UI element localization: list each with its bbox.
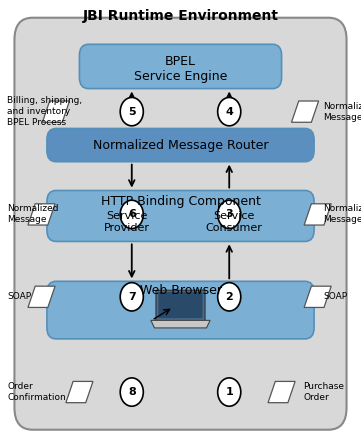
Text: 6: 6 xyxy=(128,210,136,219)
Polygon shape xyxy=(292,101,318,122)
Text: 7: 7 xyxy=(128,292,136,302)
FancyBboxPatch shape xyxy=(47,190,314,241)
Text: JBI Runtime Environment: JBI Runtime Environment xyxy=(83,8,278,23)
Text: Purchase
Order: Purchase Order xyxy=(303,382,344,402)
Text: SOAP: SOAP xyxy=(323,292,347,301)
Text: HTTP Binding Component: HTTP Binding Component xyxy=(101,195,260,208)
Polygon shape xyxy=(28,204,55,225)
Polygon shape xyxy=(268,381,295,403)
Text: Service Engine: Service Engine xyxy=(134,70,227,83)
Text: Billing, shipping,
and inventory
BPEL Process: Billing, shipping, and inventory BPEL Pr… xyxy=(7,96,82,127)
Circle shape xyxy=(218,283,241,311)
FancyBboxPatch shape xyxy=(47,128,314,162)
Text: 4: 4 xyxy=(225,107,233,117)
Text: Service
Consumer: Service Consumer xyxy=(205,211,262,233)
Polygon shape xyxy=(66,381,93,403)
Polygon shape xyxy=(151,320,210,328)
Circle shape xyxy=(120,283,143,311)
Circle shape xyxy=(218,378,241,406)
Text: SOAP: SOAP xyxy=(7,292,31,301)
FancyBboxPatch shape xyxy=(156,290,205,322)
FancyBboxPatch shape xyxy=(14,18,347,430)
FancyBboxPatch shape xyxy=(79,44,282,89)
Text: 5: 5 xyxy=(128,107,136,117)
Text: 3: 3 xyxy=(225,210,233,219)
FancyBboxPatch shape xyxy=(158,292,203,318)
Polygon shape xyxy=(304,286,331,307)
FancyBboxPatch shape xyxy=(47,281,314,339)
Text: Normalized
Message: Normalized Message xyxy=(323,101,361,122)
Text: 2: 2 xyxy=(225,292,233,302)
Text: Order
Confirmation: Order Confirmation xyxy=(7,382,66,402)
Circle shape xyxy=(120,378,143,406)
Text: BPEL: BPEL xyxy=(165,54,196,68)
Text: Normalized
Message: Normalized Message xyxy=(323,204,361,225)
Circle shape xyxy=(120,97,143,126)
Text: Service
Provider: Service Provider xyxy=(104,211,150,233)
Polygon shape xyxy=(304,204,331,225)
Text: 1: 1 xyxy=(225,387,233,397)
Circle shape xyxy=(218,200,241,229)
Circle shape xyxy=(218,97,241,126)
Polygon shape xyxy=(28,286,55,307)
Text: 8: 8 xyxy=(128,387,136,397)
Circle shape xyxy=(120,200,143,229)
Text: Normalized Message Router: Normalized Message Router xyxy=(93,139,268,152)
Text: Normalized
Message: Normalized Message xyxy=(7,204,59,225)
Polygon shape xyxy=(43,101,70,122)
Text: Web Browser: Web Browser xyxy=(139,284,222,297)
